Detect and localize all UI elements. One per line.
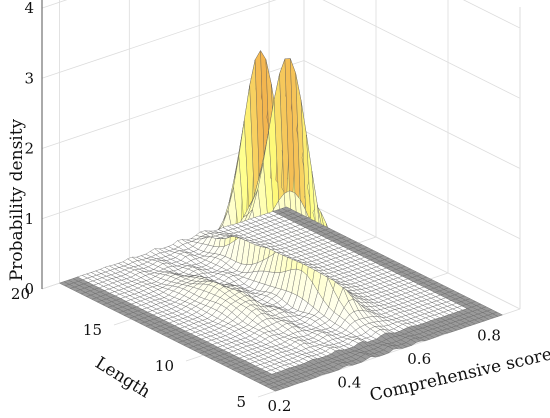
surface-mesh xyxy=(58,49,504,392)
z-tick-label: 2 xyxy=(24,140,34,158)
x-tick-label: 0.6 xyxy=(407,350,431,368)
z-tick-label: 0 xyxy=(24,280,34,298)
y-tick-label: 10 xyxy=(155,357,174,375)
x-axis-title: Comprehensive score xyxy=(368,344,550,405)
x-tick-label: 0.8 xyxy=(477,327,501,345)
z-tick-label: 1 xyxy=(24,210,34,228)
z-tick-label: 3 xyxy=(24,69,34,87)
z-axis-title: Probability density xyxy=(7,118,27,281)
surface-cell xyxy=(492,311,504,317)
y-tick-label: 5 xyxy=(236,393,246,411)
wall-grid-z-3 xyxy=(41,0,521,99)
z-tick-label: 4 xyxy=(24,0,34,17)
tick-labels: 0 1 2 3 4 5 10 15 20 0.2 0.4 0.6 0.8 xyxy=(11,0,501,415)
x-tick-label: 0.2 xyxy=(268,397,292,415)
y-tick-label: 15 xyxy=(83,321,102,339)
x-tick-label: 0.4 xyxy=(337,374,361,392)
y-tick-label: 20 xyxy=(11,285,30,303)
y-axis-title: Length xyxy=(91,353,153,402)
